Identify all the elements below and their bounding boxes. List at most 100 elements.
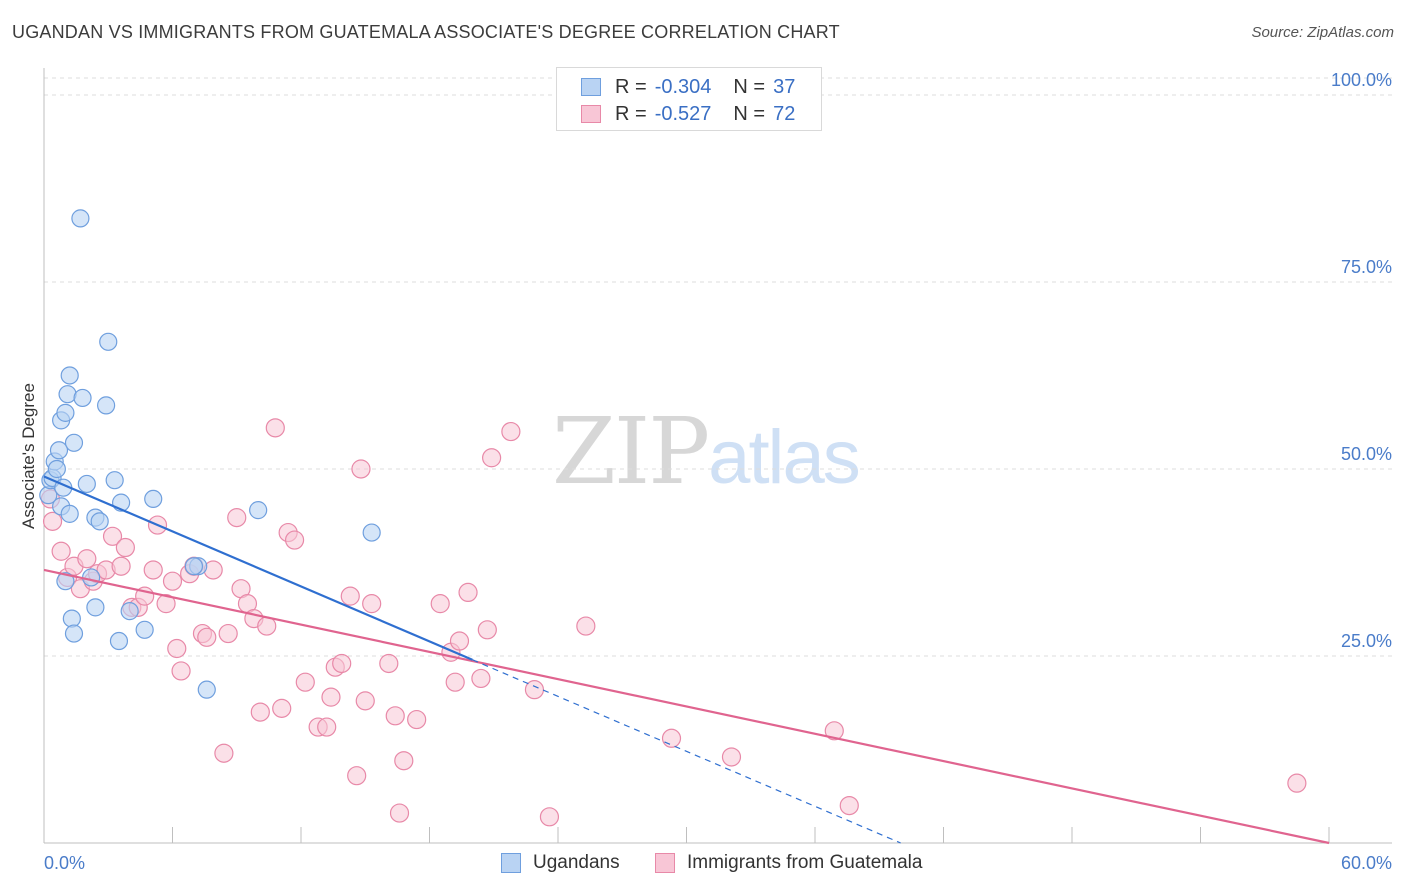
data-point-ugandan: [184, 557, 204, 576]
legend-n-value: 37: [773, 75, 796, 98]
series-legend: Ugandans Immigrants from Guatemala: [0, 852, 1406, 876]
trend-line-guatemala: [43, 568, 1330, 845]
y-tick-label: 75.0%: [1341, 257, 1392, 277]
y-tick-labels: 25.0% 50.0% 75.0% 100.0%: [1331, 70, 1392, 651]
watermark-atlas: atlas: [708, 415, 861, 500]
data-point-guatemala: [458, 582, 478, 603]
data-point-guatemala: [351, 459, 371, 479]
data-point-guatemala: [430, 594, 450, 614]
data-point-ugandan: [49, 441, 69, 460]
data-point-guatemala: [539, 807, 560, 827]
data-point-guatemala: [197, 627, 217, 647]
legend-r-label: R =: [615, 102, 647, 125]
legend-n-value: 72: [773, 102, 796, 125]
data-point-ugandan: [77, 474, 96, 494]
y-tick-label: 25.0%: [1341, 631, 1392, 651]
y-tick-label: 50.0%: [1341, 444, 1392, 464]
data-point-guatemala: [839, 795, 859, 816]
axes: [43, 68, 1392, 844]
legend-item-guatemala[interactable]: Immigrants from Guatemala: [655, 852, 922, 874]
watermark-zip: ZIP: [552, 398, 710, 505]
data-point-guatemala: [257, 616, 277, 636]
data-point-guatemala: [214, 743, 234, 763]
data-point-guatemala: [661, 728, 682, 748]
data-point-ugandan: [249, 501, 268, 520]
correlation-legend: R = -0.304 N = 37 R = -0.527 N = 72: [556, 67, 822, 131]
trend-lines: [43, 475, 1330, 845]
data-point-guatemala: [340, 586, 360, 606]
source-label: Source: ZipAtlas.com: [1251, 24, 1394, 41]
trend-line-ugandans: [43, 475, 473, 661]
data-point-ugandan: [71, 209, 90, 228]
data-point-guatemala: [355, 691, 375, 711]
data-point-ugandan: [60, 366, 79, 385]
data-point-guatemala: [501, 421, 521, 442]
data-point-guatemala: [317, 717, 337, 737]
data-point-guatemala: [347, 766, 367, 786]
data-point-guatemala: [721, 747, 742, 767]
legend-item-ugandans[interactable]: Ugandans: [501, 852, 620, 874]
data-point-guatemala: [824, 721, 844, 741]
legend-row-guatemala: R = -0.527 N = 72: [581, 101, 795, 127]
data-point-guatemala: [272, 698, 292, 718]
legend-label-guatemala: Immigrants from Guatemala: [687, 852, 923, 873]
data-point-guatemala: [471, 668, 491, 689]
data-point-guatemala: [77, 549, 97, 569]
data-point-ugandan: [64, 624, 84, 643]
data-point-ugandan: [120, 602, 139, 621]
legend-r-label: R =: [615, 75, 647, 98]
data-point-guatemala: [407, 709, 427, 730]
data-point-guatemala: [482, 448, 502, 468]
legend-n-label: N =: [733, 102, 766, 125]
chart-title: UGANDAN VS IMMIGRANTS FROM GUATEMALA ASS…: [12, 22, 840, 42]
data-point-ugandan: [56, 403, 75, 422]
data-point-ugandan: [99, 332, 118, 351]
data-point-guatemala: [332, 653, 352, 674]
data-point-ugandan: [47, 459, 66, 479]
data-point-guatemala: [394, 751, 414, 771]
grid: [44, 77, 1392, 657]
data-point-guatemala: [250, 702, 270, 722]
trend-line-ugandans-extension: [472, 659, 901, 844]
data-point-ugandan: [73, 388, 92, 408]
data-point-guatemala: [362, 594, 382, 614]
data-point-guatemala: [218, 623, 238, 644]
data-point-guatemala: [171, 661, 191, 681]
legend-n-label: N =: [733, 75, 766, 98]
data-point-guatemala: [576, 616, 596, 636]
legend-swatch-guatemala: [581, 105, 601, 123]
data-point-ugandan: [97, 396, 116, 415]
data-point-guatemala: [379, 653, 399, 674]
data-point-ugandan: [60, 504, 79, 523]
data-point-guatemala: [449, 631, 470, 651]
data-point-guatemala: [227, 508, 247, 528]
x-ticks: [172, 827, 1330, 843]
data-point-guatemala: [265, 418, 285, 438]
data-point-guatemala: [143, 560, 163, 580]
data-point-guatemala: [42, 511, 63, 531]
legend-swatch-ugandans: [581, 78, 601, 96]
legend-r-value: -0.527: [654, 102, 712, 125]
data-point-guatemala: [167, 638, 187, 659]
data-point-guatemala: [115, 537, 135, 558]
data-point-ugandan: [86, 598, 105, 617]
watermark: ZIPatlas: [552, 398, 861, 505]
series-ugandans: [39, 209, 381, 699]
data-point-guatemala: [445, 672, 465, 692]
data-point-guatemala: [102, 526, 123, 546]
data-point-ugandan: [58, 385, 77, 404]
data-point-ugandan: [144, 489, 163, 509]
data-point-guatemala: [51, 541, 71, 561]
data-point-ugandan: [197, 680, 216, 699]
x-tick-label-max: 60.0%: [1341, 853, 1392, 873]
data-point-guatemala: [162, 571, 183, 591]
y-tick-label: 100.0%: [1331, 70, 1392, 90]
data-point-ugandan: [64, 433, 84, 452]
data-point-guatemala: [156, 594, 176, 614]
data-point-ugandan: [135, 620, 154, 639]
data-point-guatemala: [284, 530, 305, 550]
data-point-ugandan: [362, 523, 381, 542]
y-axis-label: Associate's Degree: [19, 383, 38, 529]
data-point-guatemala: [389, 803, 410, 823]
